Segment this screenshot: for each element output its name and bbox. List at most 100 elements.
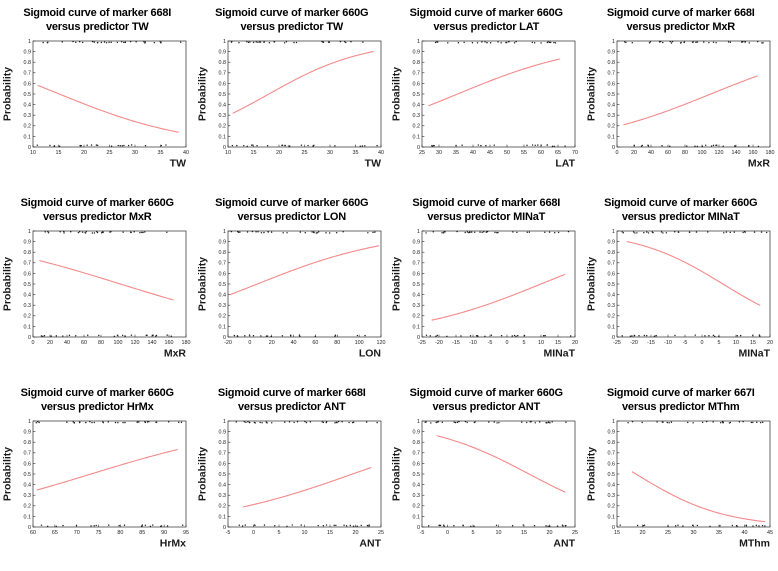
sigmoid-subplot-11: Sigmoid curve of marker 660G versus pred… <box>389 380 584 570</box>
axes-box <box>227 420 382 527</box>
svg-text:30: 30 <box>436 150 442 156</box>
svg-text:10: 10 <box>538 340 544 346</box>
svg-text:30: 30 <box>690 530 696 536</box>
svg-text:60: 60 <box>312 340 318 346</box>
svg-text:0.3: 0.3 <box>413 493 421 499</box>
svg-text:25: 25 <box>107 150 113 156</box>
svg-text:10: 10 <box>301 530 307 536</box>
plot-title-line2: versus predictor TW <box>240 21 344 34</box>
svg-text:0.4: 0.4 <box>413 292 421 298</box>
svg-text:0.4: 0.4 <box>413 482 421 488</box>
plot-canvas: 00.10.20.30.40.50.60.70.80.91-5 0 5 10 15 20 2… <box>391 418 578 549</box>
axes-box <box>227 40 382 147</box>
x-axis-label: MxR <box>748 157 771 169</box>
svg-text:0.4: 0.4 <box>607 482 615 488</box>
svg-text:0.6: 0.6 <box>413 271 421 277</box>
svg-text:0.5: 0.5 <box>218 91 226 97</box>
rug-marks <box>619 420 766 527</box>
svg-text:0.9: 0.9 <box>218 49 226 55</box>
svg-text:70: 70 <box>572 150 578 156</box>
svg-text:65: 65 <box>52 530 58 536</box>
svg-text:5: 5 <box>717 340 720 346</box>
svg-text:0.2: 0.2 <box>607 503 615 509</box>
svg-text:0: 0 <box>506 340 509 346</box>
plot-title-line2: versus predictor HrMx <box>40 401 154 414</box>
svg-text:0.8: 0.8 <box>413 60 421 66</box>
x-axis-label: MxR <box>164 347 187 359</box>
svg-text:0: 0 <box>248 340 251 346</box>
svg-text:1: 1 <box>223 418 226 424</box>
svg-text:50: 50 <box>504 150 510 156</box>
x-axis-ticks: -5 0 5 10 15 20 25 <box>420 524 578 536</box>
svg-text:0.7: 0.7 <box>607 450 615 456</box>
svg-text:0.1: 0.1 <box>24 514 32 520</box>
svg-text:60: 60 <box>538 150 544 156</box>
svg-text:-15: -15 <box>452 340 460 346</box>
svg-text:140: 140 <box>148 340 157 346</box>
svg-text:20: 20 <box>268 340 274 346</box>
plot-canvas: 00.10.20.30.40.50.60.70.80.91-20 0 20 40 60 8… <box>197 228 386 359</box>
svg-text:0.1: 0.1 <box>218 134 226 140</box>
svg-text:0.8: 0.8 <box>607 60 615 66</box>
svg-text:120: 120 <box>376 340 385 346</box>
svg-text:0.9: 0.9 <box>24 49 32 55</box>
svg-text:0.9: 0.9 <box>413 429 421 435</box>
svg-text:20: 20 <box>81 150 87 156</box>
svg-text:80: 80 <box>98 340 104 346</box>
y-axis-ticks: 0 0.1 0.2 0.3 0.4 0.5 0.6 0.7 0.8 0.9 1 <box>218 38 231 150</box>
plot-title: Sigmoid curve of marker 668I versus pred… <box>389 196 584 225</box>
plot-title: Sigmoid curve of marker 660G versus pred… <box>0 386 195 415</box>
svg-text:80: 80 <box>118 530 124 536</box>
svg-text:0.9: 0.9 <box>413 239 421 245</box>
svg-text:-20: -20 <box>630 340 638 346</box>
x-axis-ticks: -25 -20 -15 -10 -5 0 5 10 15 20 <box>613 334 773 346</box>
svg-text:90: 90 <box>161 530 167 536</box>
svg-text:120: 120 <box>131 340 140 346</box>
x-axis-ticks: 10 15 20 25 30 35 40 <box>225 144 384 156</box>
svg-text:-25: -25 <box>613 340 621 346</box>
plot-title: Sigmoid curve of marker 660G versus pred… <box>584 196 778 225</box>
x-axis-label: MINaT <box>544 347 576 359</box>
svg-text:0.8: 0.8 <box>413 250 421 256</box>
svg-text:15: 15 <box>750 340 756 346</box>
svg-text:0: 0 <box>28 144 31 150</box>
svg-text:-15: -15 <box>647 340 655 346</box>
svg-text:0.4: 0.4 <box>24 482 32 488</box>
svg-text:60: 60 <box>665 150 671 156</box>
x-axis-label: LON <box>359 347 381 359</box>
sigmoid-curve <box>623 75 758 125</box>
svg-text:0.2: 0.2 <box>413 313 421 319</box>
svg-text:0.5: 0.5 <box>607 91 615 97</box>
svg-text:20: 20 <box>767 340 773 346</box>
y-axis-label: Probability <box>391 256 403 310</box>
plot-canvas: 0 0.1 0.2 0.3 0.4 0.5 0.6 0.7 0.8 0.9 1 -25 -20 -15 -1… <box>391 228 578 359</box>
svg-text:20: 20 <box>47 340 53 346</box>
svg-text:0.6: 0.6 <box>607 271 615 277</box>
svg-text:20: 20 <box>631 150 637 156</box>
plot-canvas: 0 0.1 0.2 0.3 0.4 0.5 0.6 0.7 0.8 0.9 1 15 20 25 30 35 4… <box>586 418 773 549</box>
plot-title-line1: Sigmoid curve of marker 660G <box>215 7 369 19</box>
svg-text:1: 1 <box>417 418 420 424</box>
plot-title-line2: versus predictor LON <box>237 211 347 224</box>
plot-title-line2: versus predictor MThm <box>622 401 740 414</box>
svg-text:-10: -10 <box>664 340 672 346</box>
svg-text:85: 85 <box>140 530 146 536</box>
svg-text:60: 60 <box>81 340 87 346</box>
svg-text:0.1: 0.1 <box>24 134 32 140</box>
plot-canvas: 0 0.1 0.2 0.3 0.4 0.5 0.6 0.7 0.8 0.9 1 25 30 35 40 45 5… <box>391 38 578 169</box>
svg-text:160: 160 <box>165 340 174 346</box>
svg-text:0.1: 0.1 <box>24 324 32 330</box>
svg-text:0.5: 0.5 <box>413 471 421 477</box>
svg-text:0.5: 0.5 <box>24 91 32 97</box>
svg-text:0.3: 0.3 <box>413 113 421 119</box>
svg-text:0.5: 0.5 <box>218 281 226 287</box>
svg-text:0.7: 0.7 <box>24 260 32 266</box>
plot-title-line1: Sigmoid curve of marker 660G <box>215 197 369 209</box>
svg-text:35: 35 <box>716 530 722 536</box>
rug-marks <box>621 230 768 337</box>
x-axis-ticks: 0 20 40 60 80 100 120 140 160 180 <box>32 334 191 346</box>
svg-text:0: 0 <box>612 524 615 530</box>
y-axis-label: Probability <box>197 66 209 120</box>
svg-text:0.4: 0.4 <box>218 482 226 488</box>
x-axis-ticks: 60 65 70 75 80 85 90 95 <box>30 524 189 536</box>
